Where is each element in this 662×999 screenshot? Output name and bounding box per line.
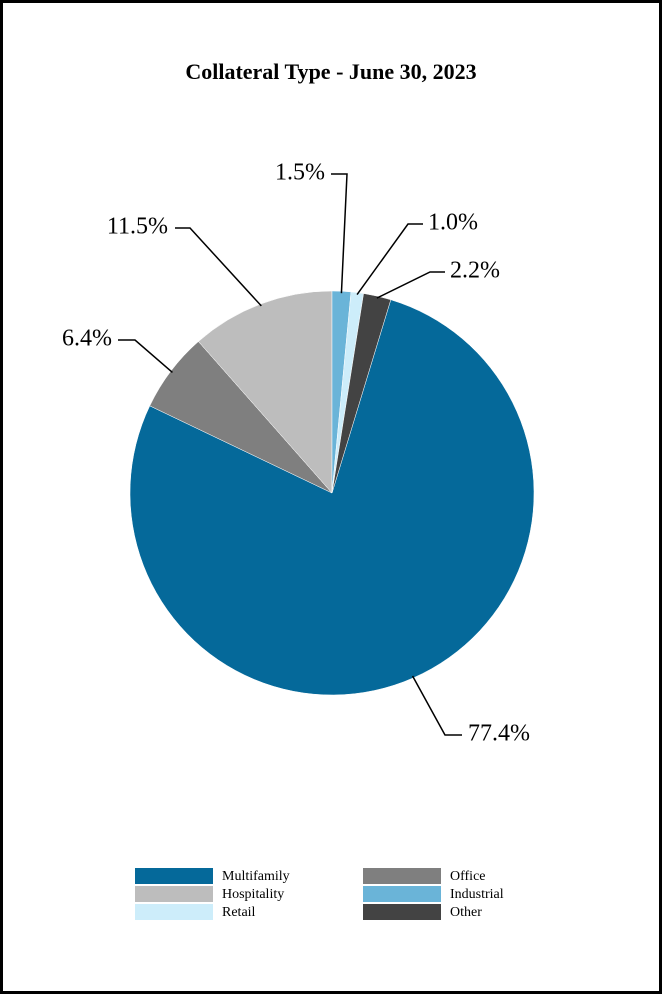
legend-swatch: [135, 868, 213, 884]
leader-line: [411, 675, 462, 736]
leader-line: [118, 339, 173, 373]
data-label: 1.0%: [428, 210, 478, 236]
leader-line: [175, 227, 262, 307]
data-label: 6.4%: [62, 326, 112, 352]
pie-slice: [331, 293, 392, 494]
data-label: 1.5%: [275, 160, 325, 186]
legend-label: Other: [450, 905, 482, 920]
legend-label: Retail: [222, 905, 256, 920]
legend-label: Hospitality: [222, 887, 284, 902]
data-label: 2.2%: [450, 258, 500, 284]
leader-line: [356, 223, 423, 296]
legend-swatch: [363, 904, 441, 920]
leader-line: [376, 271, 445, 299]
data-label: 11.5%: [107, 214, 168, 240]
legend-swatch: [135, 886, 213, 902]
legend-label: Industrial: [450, 887, 504, 902]
legend-label: Office: [450, 869, 486, 884]
legend-swatch: [363, 886, 441, 902]
legend-label: Multifamily: [222, 869, 290, 884]
leader-line: [331, 173, 348, 294]
legend-swatch: [135, 904, 213, 920]
data-label: 77.4%: [468, 721, 530, 747]
chart-title: Collateral Type - June 30, 2023: [185, 59, 476, 84]
legend-swatch: [363, 868, 441, 884]
